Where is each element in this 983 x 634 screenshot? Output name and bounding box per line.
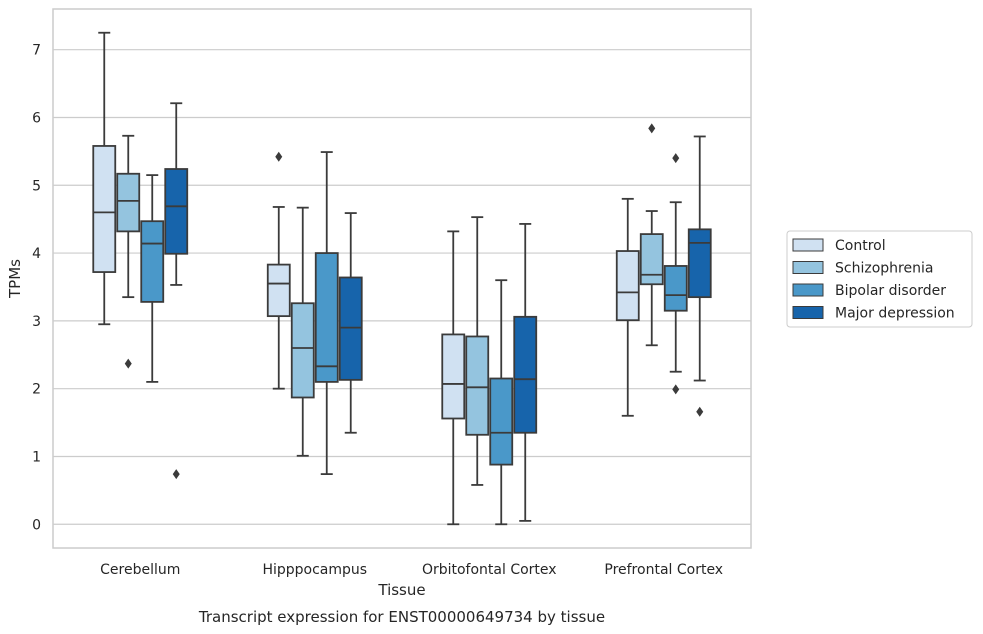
box-body: [314, 252, 339, 383]
legend-swatch: [792, 238, 824, 252]
series-bipolar-disorder: [140, 151, 688, 526]
outlier-point: [672, 384, 680, 395]
box-body: [116, 172, 141, 233]
x-tick-label: Orbitofontal Cortex: [422, 562, 557, 578]
box: [314, 151, 339, 475]
outlier-point: [648, 123, 656, 134]
x-tick-label: Hipppocampus: [262, 562, 367, 578]
outlier-point: [172, 469, 180, 480]
legend-frame: [786, 230, 973, 328]
series-major-depression: [164, 102, 712, 522]
legend-swatch: [792, 283, 824, 297]
box-body: [266, 263, 291, 318]
legend-label: Control: [835, 238, 886, 254]
y-tick-labels: 0 1 2 3 4 5 6 7: [32, 43, 41, 534]
box-body: [140, 220, 165, 303]
x-tick-label: Prefrontal Cortex: [604, 562, 723, 578]
outlier-point: [124, 358, 132, 369]
box-body: [489, 377, 514, 466]
outlier-point: [696, 406, 704, 417]
y-axis-title: TPMs: [6, 259, 24, 299]
box: [266, 151, 291, 390]
box-body: [290, 302, 315, 399]
box: [513, 223, 538, 522]
box-body: [639, 233, 664, 286]
y-tick-label: 7: [32, 43, 41, 59]
legend-label: Major depression: [835, 306, 955, 322]
y-tick-label: 1: [32, 449, 41, 465]
box-body: [441, 333, 466, 420]
box-body: [465, 335, 490, 436]
outlier-point: [275, 151, 283, 162]
box: [639, 123, 664, 347]
box-body: [164, 168, 189, 255]
x-tick-label: Cerebellum: [100, 562, 180, 578]
y-tick-label: 0: [32, 517, 41, 533]
legend-swatch: [792, 306, 824, 319]
series-schizophrenia: [116, 123, 664, 486]
box-body: [615, 250, 640, 322]
box: [290, 206, 315, 457]
box: [92, 31, 117, 326]
box: [140, 174, 165, 383]
y-tick-label: 4: [32, 246, 41, 262]
legend-swatch: [792, 261, 824, 274]
legend-label: Bipolar disorder: [835, 283, 946, 299]
y-tick-label: 6: [32, 110, 41, 126]
plot-frame: [52, 8, 752, 549]
box-series: [92, 31, 712, 526]
outlier-point: [672, 153, 680, 164]
box-body: [92, 145, 117, 273]
y-tick-label: 3: [32, 314, 41, 330]
box: [465, 216, 490, 486]
box-body: [687, 228, 712, 299]
box: [615, 197, 640, 417]
y-tick-label: 5: [32, 178, 41, 194]
legend-label: Schizophrenia: [835, 261, 933, 277]
legend: Control Schizophrenia Bipolar disorder Majo…: [786, 230, 973, 328]
box: [116, 134, 141, 369]
series-control: [92, 31, 640, 526]
box: [164, 102, 189, 480]
box: [338, 212, 363, 434]
box-body: [513, 315, 538, 434]
box: [687, 135, 712, 417]
box: [663, 153, 688, 395]
box: [489, 279, 514, 526]
box-body: [663, 265, 688, 312]
box: [441, 230, 466, 526]
x-tick-labels: Cerebellum Hipppocampus Orbitofontal Corte…: [100, 562, 723, 578]
y-tick-label: 2: [32, 382, 41, 398]
box-body: [338, 276, 363, 381]
figure-caption: Transcript expression for ENST0000064973…: [198, 608, 605, 626]
x-axis-title: Tissue: [377, 581, 425, 599]
